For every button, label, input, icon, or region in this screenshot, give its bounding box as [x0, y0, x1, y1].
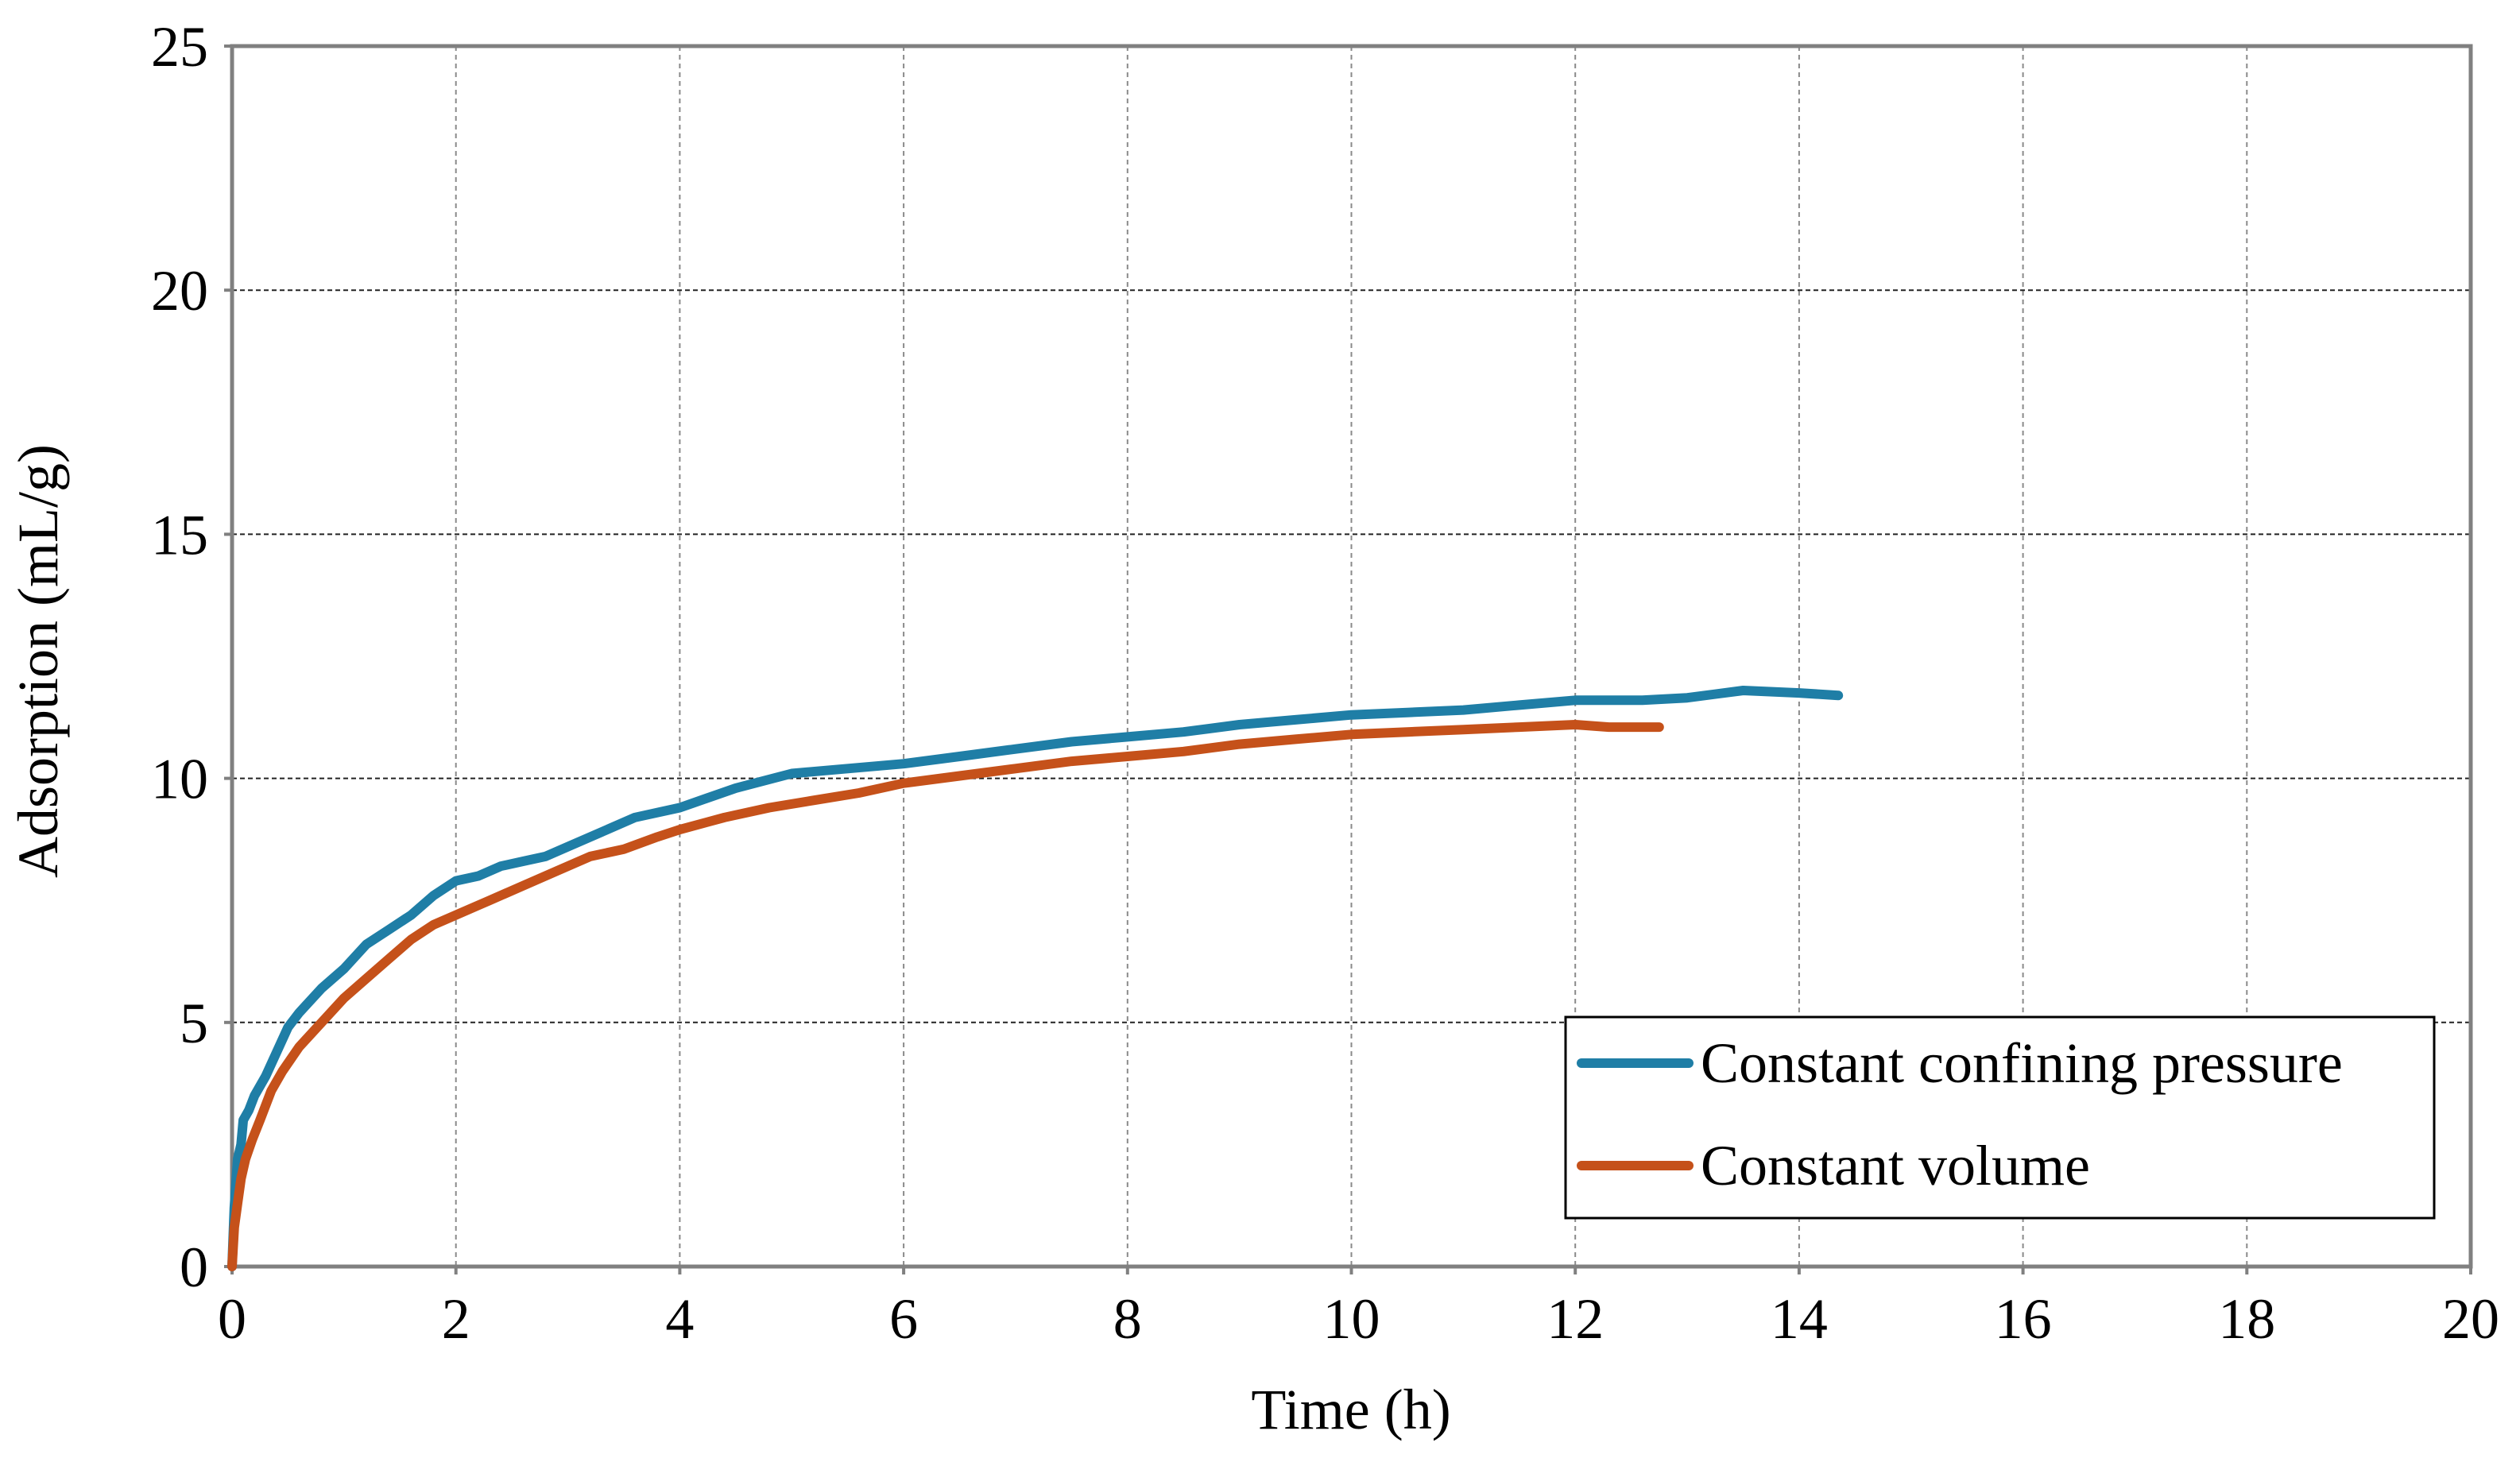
y-tick-label: 5	[180, 992, 208, 1055]
axis-ticks: 0 2 4 6 8 10 12 14 16 18 20 0 5 10 15 20 25	[151, 15, 2499, 1351]
x-tick-label: 12	[1546, 1287, 1604, 1351]
series-lines	[227, 686, 1844, 1271]
series-line-constant-confining-pressure	[227, 686, 1844, 1271]
x-tick-label: 18	[2218, 1287, 2275, 1351]
x-tick-label: 2	[442, 1287, 470, 1351]
y-tick-label: 20	[151, 259, 208, 323]
x-tick-label: 20	[2442, 1287, 2499, 1351]
x-axis-title: Time (h)	[1251, 1378, 1450, 1441]
x-tick-label: 0	[218, 1287, 246, 1351]
x-tick-label: 16	[1995, 1287, 2052, 1351]
legend-label-constant-confining-pressure: Constant confining pressure	[1701, 1031, 2343, 1095]
y-axis-title: Adsorption (mL/g)	[6, 444, 70, 878]
legend-label-constant-volume: Constant volume	[1701, 1134, 2090, 1197]
series-line-constant-volume	[227, 720, 1664, 1271]
x-tick-label: 8	[1113, 1287, 1142, 1351]
legend-box	[1564, 1015, 2436, 1220]
y-tick-label: 0	[180, 1236, 208, 1299]
y-tick-label: 15	[151, 503, 208, 567]
y-tick-label: 10	[151, 748, 208, 811]
x-tick-label: 4	[665, 1287, 694, 1351]
x-tick-label: 6	[889, 1287, 918, 1351]
y-tick-label: 25	[151, 15, 208, 79]
x-tick-label: 14	[1771, 1287, 1828, 1351]
x-tick-label: 10	[1323, 1287, 1380, 1351]
legend: Constant confining pressure Constant vol…	[1564, 1015, 2436, 1220]
